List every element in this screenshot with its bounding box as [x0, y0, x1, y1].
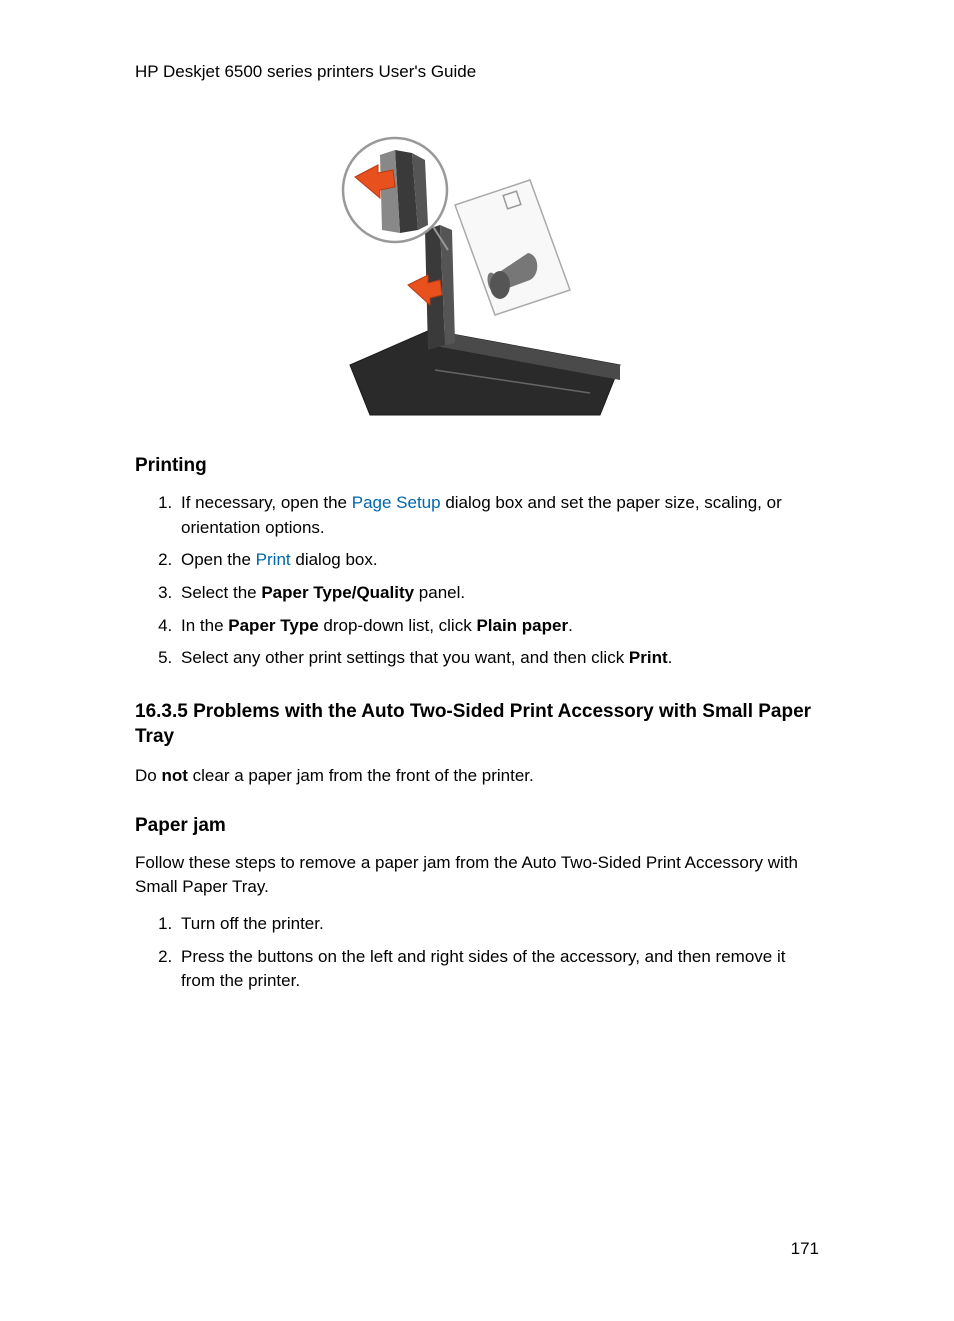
printer-illustration [300, 135, 650, 425]
paper-jam-step-2: Press the buttons on the left and right … [177, 945, 815, 994]
paper-jam-heading: Paper jam [135, 815, 815, 837]
page-number: 171 [791, 1239, 819, 1259]
printing-step-4: In the Paper Type drop-down list, click … [177, 614, 815, 639]
printing-step-1: If necessary, open the Page Setup dialog… [177, 491, 815, 540]
paper-jam-step-1: Turn off the printer. [177, 912, 815, 937]
printing-step-5: Select any other print settings that you… [177, 646, 815, 671]
printing-heading: Printing [135, 455, 815, 477]
page-header: HP Deskjet 6500 series printers User's G… [135, 62, 476, 82]
print-link[interactable]: Print [256, 550, 291, 569]
page-setup-link[interactable]: Page Setup [352, 493, 441, 512]
printing-step-2: Open the Print dialog box. [177, 548, 815, 573]
problems-note: Do not clear a paper jam from the front … [135, 764, 815, 789]
printing-steps: If necessary, open the Page Setup dialog… [135, 491, 815, 671]
content-area: Printing If necessary, open the Page Set… [135, 455, 815, 1004]
paper-jam-intro: Follow these steps to remove a paper jam… [135, 851, 815, 900]
problems-heading: 16.3.5 Problems with the Auto Two-Sided … [135, 699, 815, 750]
printing-step-3: Select the Paper Type/Quality panel. [177, 581, 815, 606]
paper-jam-steps: Turn off the printer. Press the buttons … [135, 912, 815, 994]
